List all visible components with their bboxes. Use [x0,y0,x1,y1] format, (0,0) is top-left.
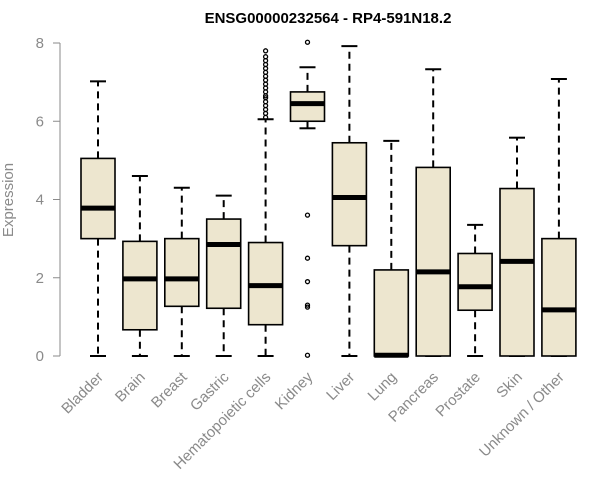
y-tick-label: 4 [36,192,44,209]
box-gastric [205,194,242,357]
outlier-point [304,304,311,310]
outlier-point [262,48,269,54]
box-iqr [80,157,116,240]
box-iqr [205,218,242,310]
box-iqr [373,269,410,357]
outlier-point [262,95,269,101]
x-tick-label: Lung [365,369,401,405]
box-iqr [164,237,200,308]
box-iqr [499,187,535,357]
x-tick-label: Prostate [432,369,484,421]
chart-title: ENSG00000232564 - RP4-591N18.2 [205,10,452,27]
box-pancreas [415,68,452,357]
box-iqr [122,240,158,331]
box-kidney [289,39,326,358]
box-iqr [415,166,452,357]
outlier-point [304,212,311,218]
x-tick-label: Brain [112,369,149,406]
outlier-point [304,279,311,285]
x-tick-label: Skin [493,369,526,402]
box-iqr [289,91,326,123]
y-tick-label: 6 [36,113,44,130]
box-liver [331,45,368,357]
y-tick-label: 2 [36,270,44,287]
y-tick-label: 8 [36,35,44,52]
box-prostate [457,223,493,357]
box-unknown-other [541,77,577,357]
box-hematopoietic-cells [247,48,284,357]
x-tick-label: Liver [323,369,358,404]
box-brain [122,175,158,357]
x-tick-label: Bladder [58,369,107,418]
outlier-point [304,302,311,308]
y-tick-label: 0 [36,348,44,365]
x-tick-label: Kidney [272,368,317,413]
box-iqr [331,141,368,247]
outlier-point [304,39,311,45]
box-lung [373,139,410,358]
box-skin [499,136,535,357]
x-tick-label: Breast [148,368,191,411]
boxes-layer [80,39,577,358]
box-iqr [457,252,493,312]
outlier-point [304,255,311,261]
outlier-point [304,352,311,358]
box-breast [164,186,200,357]
box-iqr [541,237,577,357]
y-axis: 0 2 4 6 8 [36,35,61,365]
box-bladder [80,80,116,357]
y-axis-label: Expression [0,163,17,237]
outlier-point [262,54,269,60]
